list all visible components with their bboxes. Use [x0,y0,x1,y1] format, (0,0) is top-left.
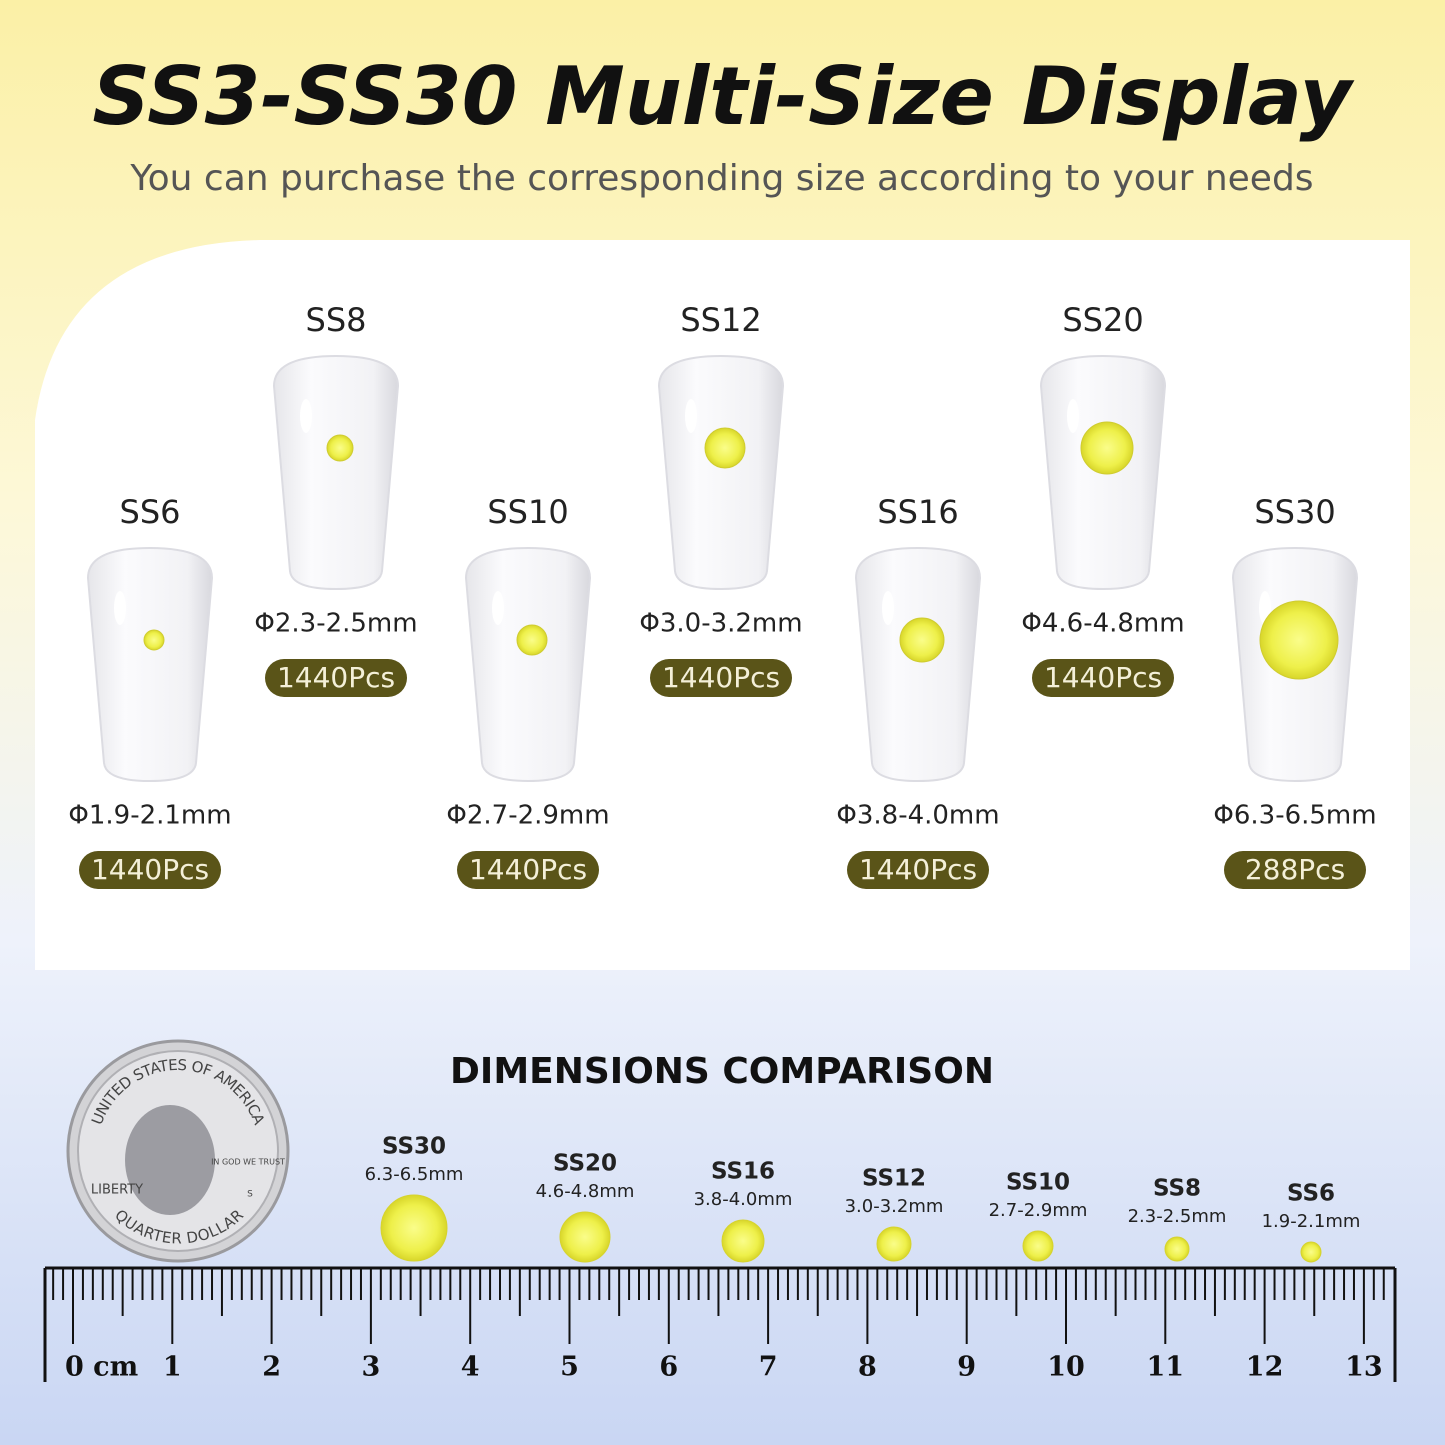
nail-highlight [882,591,894,625]
nail [657,354,785,591]
ruler-label: 13 [1345,1352,1383,1383]
comparison-title: DIMENSIONS COMPARISON [450,1051,994,1092]
ruler-label: 8 [858,1352,877,1383]
ruler-label: 9 [957,1352,976,1383]
gem [516,624,548,656]
nail-highlight [685,399,697,433]
ruler: 0 cm 1 2 3 4 5 6 7 8 9 10 11 12 13 [43,1266,1397,1383]
ruler-label: 7 [759,1352,778,1383]
nail-count: 1440Pcs [91,853,209,886]
title: SS3-SS30 Multi-Size Display [92,50,1354,143]
coin-left-text: LIBERTY [91,1183,143,1198]
nail-size: SS6 [120,493,181,531]
ruler-label: 1 [163,1352,182,1383]
comparison-size: SS20 [553,1151,617,1177]
nail [464,546,592,783]
nail-highlight [300,399,312,433]
count-pill [1032,659,1174,697]
coin-portrait [125,1105,215,1215]
comparison-gem [876,1226,912,1262]
comparison-gem [1300,1241,1322,1263]
gem [899,617,945,663]
nail-size: SS10 [487,493,568,531]
ruler-label: 5 [560,1352,579,1383]
nail-diameter: Φ3.0-3.2mm [639,609,802,639]
nail-highlight [492,591,504,625]
comparison-range: 3.0-3.2mm [845,1196,944,1217]
nail-highlight [1067,399,1079,433]
nails: SS6 Φ1.9-2.1mm 1440Pcs SS8 Φ2.3-2.5mm 1440Pcs… [68,301,1377,889]
count-pill [847,851,989,889]
gem [143,629,165,651]
comparison-gem [1022,1230,1054,1262]
gem [1259,600,1339,680]
nail-size: SS8 [306,301,367,339]
comparison-size: SS16 [711,1159,775,1185]
nail-size: SS20 [1062,301,1143,339]
nail-count: 1440Pcs [662,661,780,694]
comparison-size: SS8 [1153,1176,1201,1202]
ruler-label: 3 [362,1352,381,1383]
ruler-label: 6 [659,1352,678,1383]
coin-mint: S [247,1190,253,1200]
ruler-label: 2 [262,1352,281,1383]
ruler-label: 0 cm [65,1352,138,1383]
comparison-size: SS10 [1006,1170,1070,1196]
nail-size: SS30 [1254,493,1335,531]
comparison-range: 6.3-6.5mm [365,1164,464,1185]
nail [272,354,400,591]
count-pill [265,659,407,697]
nail-diameter: Φ2.7-2.9mm [446,801,609,831]
ruler-label: 11 [1147,1352,1185,1383]
coin: UNITED STATES OF AMERICA QUARTER DOLLAR … [66,1039,290,1263]
nail-count: 288Pcs [1245,853,1345,886]
comparison: SS30 6.3-6.5mm SS20 4.6-4.8mm SS16 3.8-4.0mm S… [365,1134,1361,1263]
panel [35,240,1410,970]
count-pill [650,659,792,697]
comparison-size: SS30 [382,1134,446,1160]
count-pill [1224,851,1366,889]
gem [1080,421,1134,475]
nail-diameter: Φ3.8-4.0mm [836,801,999,831]
comparison-range: 2.7-2.9mm [989,1200,1088,1221]
nail-count: 1440Pcs [277,661,395,694]
comparison-range: 2.3-2.5mm [1128,1206,1227,1227]
coin-motto: IN GOD WE TRUST [211,1158,285,1167]
comparison-range: 3.8-4.0mm [694,1189,793,1210]
nail-size: SS16 [877,493,958,531]
nail-size: SS12 [680,301,761,339]
nail-diameter: Φ1.9-2.1mm [68,801,231,831]
nail-highlight [114,591,126,625]
comparison-gem [380,1194,448,1262]
comparison-gem [721,1219,765,1263]
count-pill [457,851,599,889]
count-pill [79,851,221,889]
nail-diameter: Φ4.6-4.8mm [1021,609,1184,639]
nail-diameter: Φ2.3-2.5mm [254,609,417,639]
nail-count: 1440Pcs [469,853,587,886]
ruler-label: 12 [1246,1352,1284,1383]
nail-diameter: Φ6.3-6.5mm [1213,801,1376,831]
nail [86,546,214,783]
comparison-gem [559,1211,611,1263]
subtitle: You can purchase the corresponding size … [129,158,1313,199]
nail-count: 1440Pcs [859,853,977,886]
nail [854,546,982,783]
comparison-range: 4.6-4.8mm [536,1181,635,1202]
ruler-label: 10 [1047,1352,1085,1383]
ruler-label: 4 [461,1352,480,1383]
comparison-size: SS6 [1287,1181,1335,1207]
comparison-range: 1.9-2.1mm [1262,1211,1361,1232]
nail-count: 1440Pcs [1044,661,1162,694]
gem [326,434,354,462]
comparison-size: SS12 [862,1166,926,1192]
comparison-gem [1164,1236,1190,1262]
gem [704,427,746,469]
